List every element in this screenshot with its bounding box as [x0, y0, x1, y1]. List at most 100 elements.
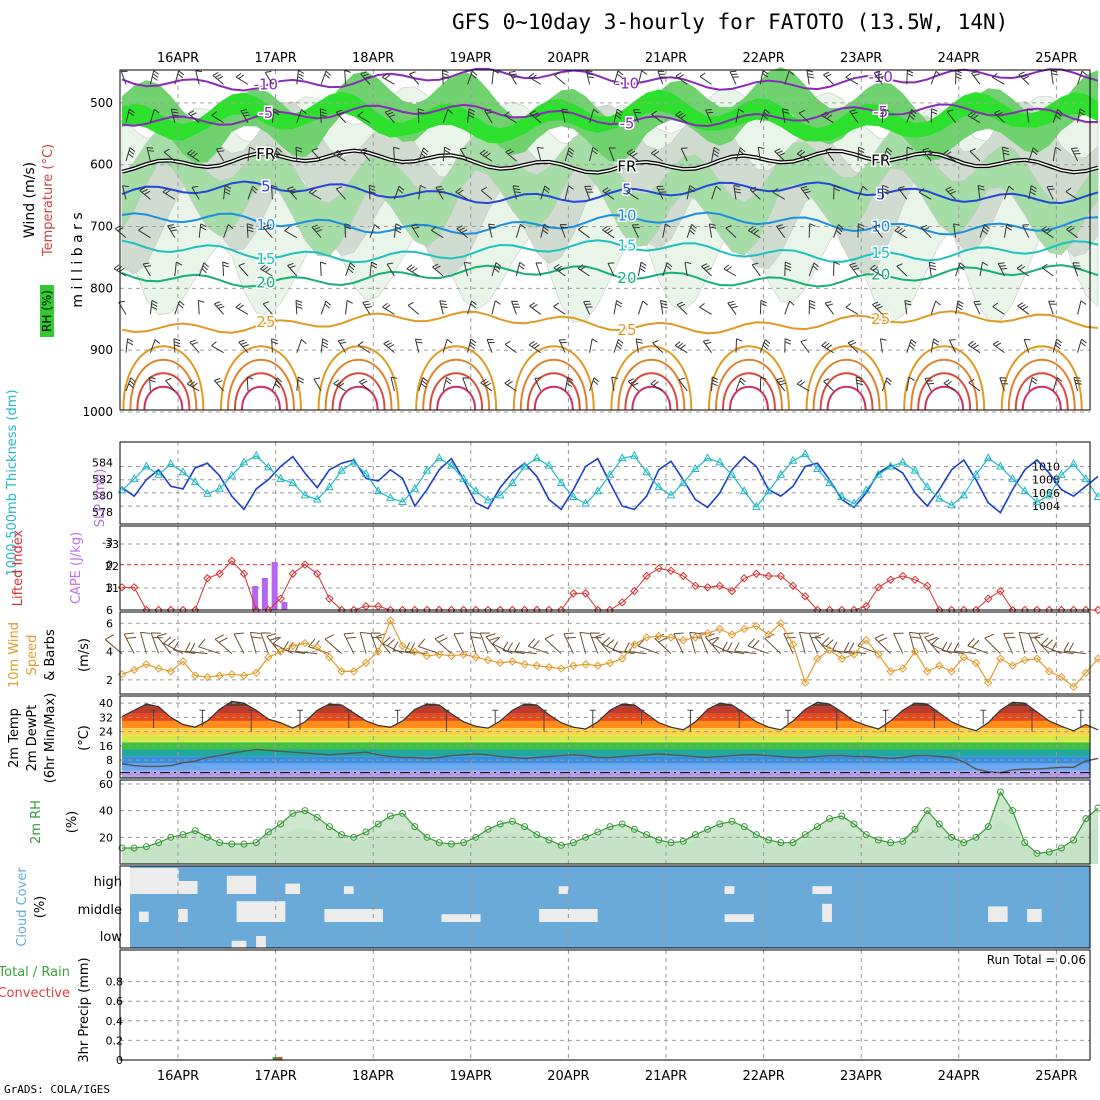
- cape-tick: 22: [105, 560, 119, 573]
- isotherm-arc: [533, 385, 574, 411]
- lifted-index-point: [739, 574, 749, 583]
- wind-speed-point: [288, 641, 298, 651]
- wind-speed-point: [495, 658, 505, 668]
- li-axis-label: Lifted Index: [11, 529, 26, 606]
- date-label-top: 20APR: [547, 51, 589, 66]
- rh2m-point: [374, 820, 382, 828]
- rh2m-panel: 20 40 60 2m RH (%): [29, 778, 1100, 864]
- wind-barb: [676, 301, 688, 315]
- rh2m-point: [557, 841, 565, 849]
- wind-barb: [170, 108, 180, 123]
- lifted-index-point: [642, 571, 651, 581]
- wind-axis-label-3: & Barbs: [43, 629, 58, 681]
- temp-tick: 8: [106, 754, 113, 767]
- wind-speed-point: [1044, 667, 1054, 676]
- wind-barb: [505, 148, 517, 162]
- wind-barb: [1052, 146, 1062, 162]
- rh2m-point: [984, 823, 992, 831]
- wind-barb: [1003, 185, 1014, 200]
- lifted-index-point: [800, 592, 810, 601]
- wind-barb: [1072, 262, 1082, 277]
- thickness-point: [1044, 490, 1054, 499]
- rh2m-point: [972, 833, 980, 841]
- chart-title: GFS 0~10day 3-hourly for FATOTO (13.5W, …: [452, 10, 1009, 34]
- cloud-gap: [558, 886, 569, 894]
- wind-barb: [1001, 146, 1010, 162]
- isotherm-arc: [129, 358, 198, 411]
- wind-barb: [125, 147, 136, 162]
- wind-barb: [918, 632, 929, 654]
- wind-barb: [589, 146, 599, 162]
- wind-speed-point: [971, 658, 981, 668]
- wind-barb: [467, 338, 477, 353]
- date-label-bottom: 21APR: [645, 1069, 687, 1084]
- wind-barb: [1041, 225, 1054, 239]
- isotherm: [121, 103, 1099, 127]
- isotherm-label: 15: [617, 237, 636, 255]
- wind-barb: [149, 339, 161, 353]
- cloud-gap: [724, 886, 735, 894]
- wind-barb: [469, 631, 482, 654]
- wind-speed-point: [935, 661, 944, 670]
- rh2m-point: [582, 833, 590, 841]
- rh2m-point: [545, 836, 553, 844]
- wind-barb: [1028, 185, 1037, 200]
- wind-barb: [1077, 338, 1087, 353]
- wind-barb: [463, 261, 471, 277]
- thickness-point: [386, 492, 395, 501]
- wind-barb: [918, 187, 932, 200]
- wind-barb: [1048, 300, 1056, 315]
- wind-barb: [173, 338, 181, 353]
- wind-barb: [376, 633, 391, 654]
- wind-barb: [467, 70, 478, 85]
- wind-barb: [711, 185, 722, 200]
- wind-barb: [1003, 632, 1016, 654]
- wind-barb: [195, 70, 203, 85]
- thickness-point: [1081, 473, 1091, 482]
- cape-bar: [281, 602, 288, 610]
- wind-barb: [259, 264, 273, 277]
- isotherm-arc: [122, 345, 205, 411]
- wind-barb: [553, 302, 566, 315]
- wind-speed-point: [666, 633, 676, 642]
- date-label-top: 16APR: [157, 51, 199, 66]
- pressure-tick: 800: [90, 281, 113, 295]
- thickness-point: [1020, 486, 1030, 495]
- wind-barb: [485, 633, 501, 654]
- wind-barb: [223, 184, 231, 200]
- rh2m-point: [496, 820, 504, 828]
- wind-barb: [1063, 642, 1086, 655]
- wind-barb: [439, 300, 448, 315]
- wind-speed-point: [691, 633, 700, 642]
- rh2m-point: [874, 836, 882, 844]
- thickness-point: [264, 462, 273, 471]
- isotherm-label: -10: [254, 76, 279, 94]
- wind-barb: [613, 300, 623, 315]
- rh2m-point: [789, 839, 797, 847]
- isotherm: [121, 211, 1099, 236]
- thickness-point: [398, 496, 407, 505]
- wind-barb: [123, 632, 137, 654]
- wind-barb: [968, 340, 981, 354]
- date-label-bottom: 17APR: [254, 1069, 296, 1084]
- wind-barb: [554, 71, 566, 85]
- wind-barb: [751, 262, 761, 277]
- temp-band: [122, 749, 1090, 757]
- rh2m-point: [630, 825, 638, 833]
- wind-barb: [139, 186, 151, 200]
- millibars-label: m i l l i b a r s: [70, 212, 86, 307]
- wind-barb: [684, 261, 692, 277]
- wind-speed-point: [813, 654, 822, 663]
- wind-barb: [343, 632, 357, 654]
- isotherm-arc: [819, 372, 874, 411]
- wind-barb: [287, 262, 298, 277]
- rh2m-point: [533, 831, 541, 839]
- rh2m-point: [1082, 815, 1090, 823]
- precip-legend-conv: Convective: [0, 986, 70, 1001]
- wind-barb: [295, 299, 303, 315]
- isotherm-label: 20: [871, 265, 890, 283]
- thickness-point: [471, 486, 481, 495]
- temp-tick: 16: [99, 740, 113, 753]
- isotherm-label: 5: [261, 178, 271, 196]
- wind-barb: [906, 69, 914, 85]
